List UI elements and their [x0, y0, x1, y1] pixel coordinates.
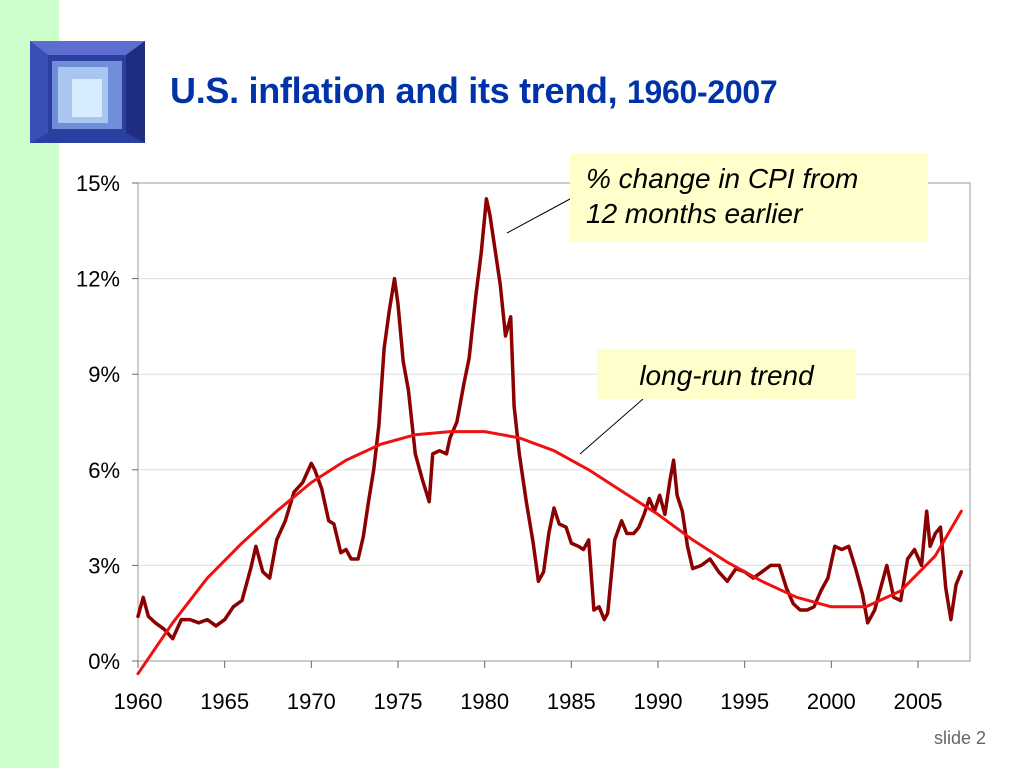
slide-title: U.S. inflation and its trend, 1960-2007 [170, 70, 778, 112]
window-logo-icon [30, 41, 145, 143]
x-tick-label: 1970 [287, 689, 336, 714]
cpi-callout-line2: 12 months earlier [586, 198, 803, 229]
cpi-callout-leader [506, 198, 571, 234]
x-tick-label: 1965 [200, 689, 249, 714]
y-tick-label: 12% [76, 267, 120, 292]
y-tick-label: 9% [88, 362, 120, 387]
trend-callout-leader [579, 398, 644, 455]
y-tick-label: 0% [88, 649, 120, 674]
x-tick-label: 1985 [547, 689, 596, 714]
cpi-callout: % change in CPI from 12 months earlier [570, 153, 928, 242]
trend-series-line [136, 430, 963, 676]
x-tick-label: 2000 [807, 689, 856, 714]
x-tick-label: 1995 [720, 689, 769, 714]
x-tick-label: 1960 [114, 689, 163, 714]
title-years: 1960-2007 [627, 74, 778, 110]
cpi-series-line [136, 197, 964, 641]
y-tick-label: 6% [88, 458, 120, 483]
title-main: U.S. inflation and its trend, [170, 70, 618, 111]
cpi-callout-line1: % change in CPI from [586, 163, 859, 194]
series-lines [136, 197, 964, 676]
trend-callout: long-run trend [597, 349, 856, 399]
x-tick-label: 1975 [374, 689, 423, 714]
x-tick-label: 2005 [894, 689, 943, 714]
x-tick-label: 1990 [634, 689, 683, 714]
slide-number: slide 2 [933, 728, 986, 748]
y-tick-label: 15% [76, 171, 120, 196]
y-tick-label: 3% [88, 553, 120, 578]
x-tick-label: 1980 [460, 689, 509, 714]
plot-frame [137, 182, 971, 662]
axes: 0% 3% 6% 9% 12% 15% 1960 1965 1970 1975 1980 1985 19… [76, 171, 943, 714]
